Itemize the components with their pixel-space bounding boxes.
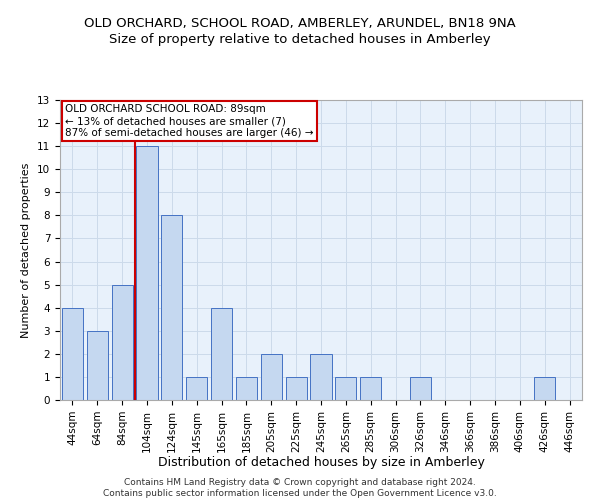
Y-axis label: Number of detached properties: Number of detached properties (22, 162, 31, 338)
Bar (186, 377, 207, 400)
Bar (87, 331, 108, 400)
Bar (534, 377, 555, 400)
Bar (261, 354, 282, 400)
Bar (161, 216, 182, 400)
Bar (360, 377, 381, 400)
Bar (236, 377, 257, 400)
Bar (112, 284, 133, 400)
Text: OLD ORCHARD, SCHOOL ROAD, AMBERLEY, ARUNDEL, BN18 9NA: OLD ORCHARD, SCHOOL ROAD, AMBERLEY, ARUN… (84, 18, 516, 30)
Text: Contains HM Land Registry data © Crown copyright and database right 2024.
Contai: Contains HM Land Registry data © Crown c… (103, 478, 497, 498)
Bar (335, 377, 356, 400)
Bar (410, 377, 431, 400)
Text: OLD ORCHARD SCHOOL ROAD: 89sqm
← 13% of detached houses are smaller (7)
87% of s: OLD ORCHARD SCHOOL ROAD: 89sqm ← 13% of … (65, 104, 314, 138)
Bar (310, 354, 332, 400)
Bar (211, 308, 232, 400)
X-axis label: Distribution of detached houses by size in Amberley: Distribution of detached houses by size … (158, 456, 484, 469)
Bar (136, 146, 158, 400)
Bar (62, 308, 83, 400)
Bar (286, 377, 307, 400)
Text: Size of property relative to detached houses in Amberley: Size of property relative to detached ho… (109, 32, 491, 46)
